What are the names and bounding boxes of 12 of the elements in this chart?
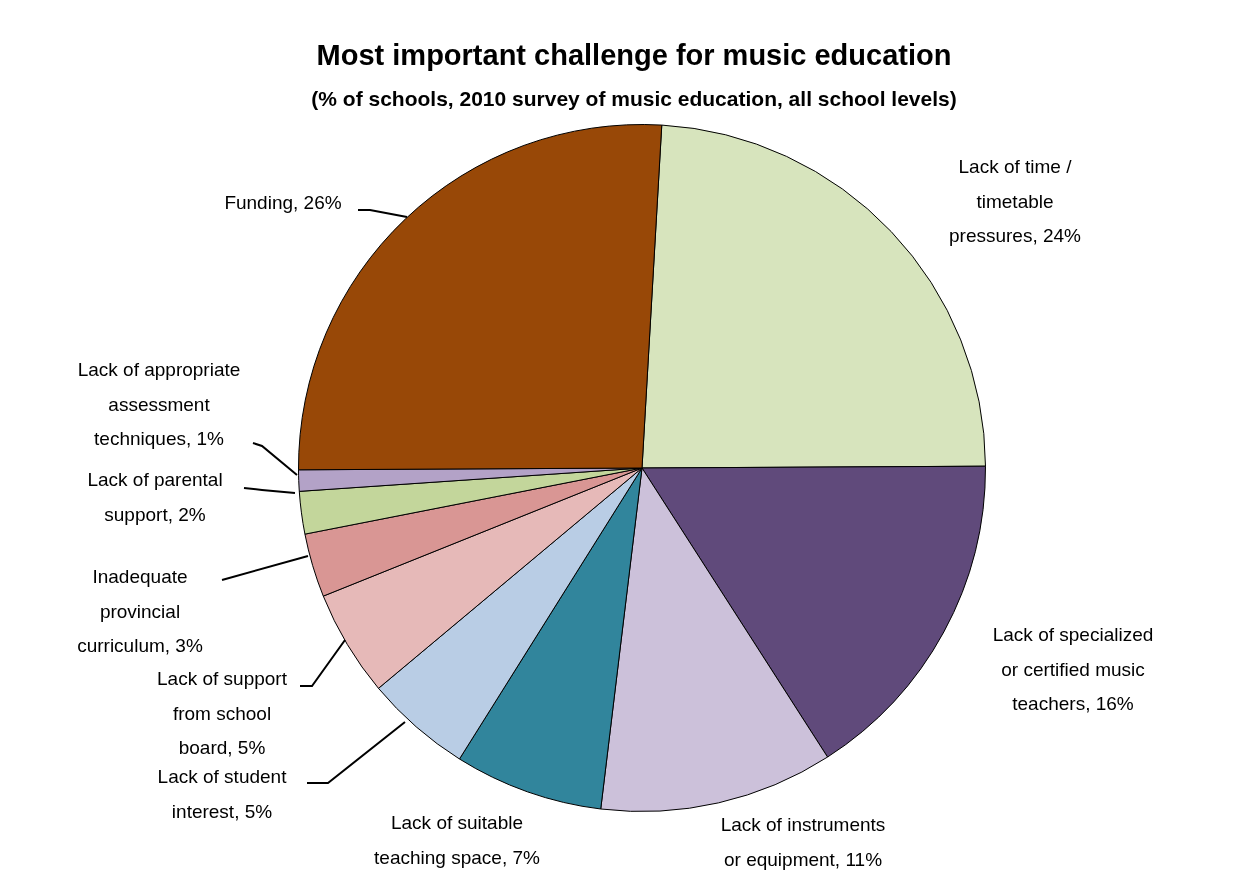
slice-label: Lack of support from school board, 5%: [157, 668, 288, 759]
slice-label: Lack of parental support, 2%: [87, 469, 223, 525]
slice-label: Inadequate provincial curriculum, 3%: [77, 566, 203, 657]
chart-subtitle: (% of schools, 2010 survey of music education, all school levels): [311, 86, 957, 110]
slice-label: Lack of instruments or equipment, 11%: [720, 814, 886, 870]
slice-label: Funding, 26%: [224, 192, 342, 214]
slice-label: Lack of appropriate assessment techniques, 1%: [77, 359, 241, 450]
slice-label: Lack of specialized or certified music teachers, 16%: [992, 624, 1154, 715]
slice-label: Lack of suitable teaching space, 7%: [374, 812, 541, 868]
slice-label: Lack of student interest, 5%: [157, 766, 288, 822]
slice-label: Lack of time / timetable pressures, 24%: [948, 156, 1082, 247]
chart-title: Most important challenge for music education: [316, 39, 952, 71]
